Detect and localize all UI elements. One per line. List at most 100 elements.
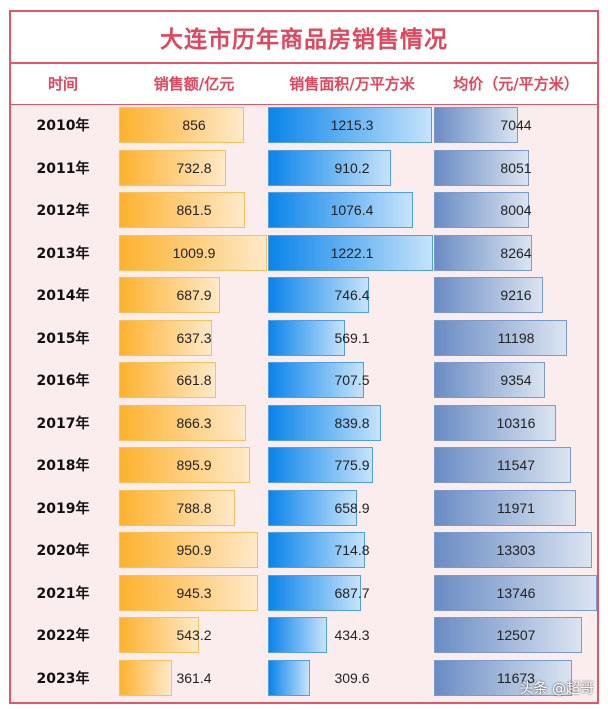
area-value: 1222.1 [330, 244, 374, 261]
price-value: 7044 [500, 117, 532, 133]
price-bar [434, 319, 567, 356]
sales-value: 861.5 [176, 202, 212, 218]
price-value: 11673 [497, 669, 535, 686]
year-label: 2023年 [36, 670, 90, 687]
year-label: 2015年 [36, 330, 90, 347]
table-row: 2010年 856 1215.3 7044 [11, 107, 597, 149]
price-value: 11547 [497, 457, 535, 473]
sales-bar [119, 319, 213, 356]
area-bar [268, 362, 364, 398]
sales-value: 950.9 [176, 542, 212, 558]
header-price: 均价（元/平方米） [453, 75, 579, 93]
table-row: 2017年 866.3 839.8 10316 [11, 404, 597, 447]
area-value: 1215.3 [330, 117, 374, 133]
price-value: 8051 [500, 159, 532, 176]
year-label: 2012年 [36, 203, 90, 219]
sales-value: 687.9 [176, 287, 212, 303]
area-bar [268, 574, 361, 611]
area-bar [268, 319, 345, 356]
sales-bar [119, 617, 199, 653]
sales-value: 856 [182, 117, 206, 133]
header-row: 时间 销售额/亿元 销售面积/万平方米 均价（元/平方米） [11, 64, 597, 105]
price-value: 11198 [497, 329, 535, 346]
price-bar [434, 574, 597, 611]
price-bar [434, 149, 530, 186]
area-value: 658.9 [334, 499, 370, 516]
title-row: 大连市历年商品房销售情况 [11, 12, 597, 64]
price-value: 9354 [500, 372, 532, 388]
price-bar [434, 404, 557, 441]
area-bar [268, 532, 365, 568]
sales-bar [119, 362, 216, 398]
price-bar [434, 277, 544, 313]
chart-title: 大连市历年商品房销售情况 [160, 27, 448, 53]
area-bar [268, 447, 373, 483]
price-bar [434, 192, 529, 228]
sales-bar [119, 404, 246, 441]
price-value: 13746 [496, 584, 536, 601]
area-value: 1076.4 [330, 202, 374, 218]
area-value: 775.9 [334, 457, 370, 473]
sales-bar [119, 149, 227, 186]
area-bar [268, 107, 433, 143]
price-bar [434, 617, 583, 653]
table-row: 2023年 361.4 309.6 11673 [11, 659, 597, 702]
price-bar [434, 107, 518, 143]
area-value: 910.2 [334, 159, 370, 176]
price-bar [434, 362, 545, 398]
area-value: 707.5 [334, 372, 370, 388]
sales-value: 543.2 [176, 627, 212, 643]
table-row: 2011年 732.8 910.2 8051 [11, 149, 597, 192]
year-label: 2016年 [36, 373, 90, 389]
year-label: 2018年 [36, 458, 90, 474]
year-label: 2019年 [36, 500, 90, 517]
price-value: 8004 [500, 202, 532, 218]
price-bar [434, 659, 573, 696]
area-bar [268, 149, 391, 186]
area-bar [268, 277, 369, 313]
sales-value: 732.8 [176, 159, 212, 176]
sales-bar [119, 107, 245, 143]
price-value: 11971 [497, 499, 535, 516]
table-row: 2022年 543.2 434.3 12507 [11, 617, 597, 659]
area-value: 309.6 [334, 669, 370, 686]
sales-value: 895.9 [176, 457, 212, 473]
sales-bar [119, 234, 267, 271]
header-year: 时间 [47, 75, 78, 93]
area-bar [268, 489, 357, 526]
sales-bar [119, 192, 246, 228]
year-label: 2017年 [36, 415, 90, 432]
table-row: 2016年 661.8 707.5 9354 [11, 362, 597, 404]
table-row: 2018年 895.9 775.9 11547 [11, 447, 597, 489]
header-sales: 销售额/亿元 [153, 75, 235, 93]
sales-value: 866.3 [176, 414, 212, 431]
table-row: 2013年 1009.9 1222.1 8264 [11, 234, 597, 277]
area-value: 839.8 [334, 414, 370, 431]
price-value: 9216 [500, 287, 532, 303]
sales-bar [119, 659, 172, 696]
table-frame: 大连市历年商品房销售情况 时间 销售额/亿元 销售面积/万平方米 均价（元/平方… [9, 10, 599, 704]
year-label: 2020年 [36, 543, 90, 559]
sales-bar [119, 447, 251, 483]
price-value: 13303 [496, 542, 536, 558]
sales-value: 637.3 [176, 329, 212, 346]
year-label: 2021年 [36, 585, 90, 602]
area-bar [268, 192, 414, 228]
year-label: 2013年 [36, 245, 90, 262]
year-label: 2022年 [36, 628, 90, 644]
sales-bar [119, 532, 259, 568]
sales-value: 661.8 [176, 372, 212, 388]
table-row: 2021年 945.3 687.7 13746 [11, 574, 597, 617]
price-bar [434, 234, 532, 271]
area-value: 569.1 [334, 329, 370, 346]
price-value: 12507 [496, 627, 536, 643]
year-label: 2010年 [36, 118, 90, 134]
sales-value: 1009.9 [172, 244, 216, 261]
header-area: 销售面积/万平方米 [289, 75, 415, 93]
area-value: 714.8 [334, 542, 370, 558]
sales-value: 361.4 [176, 669, 212, 686]
price-value: 8264 [500, 244, 532, 261]
table-row: 2014年 687.9 746.4 9216 [11, 277, 597, 319]
table-row: 2019年 788.8 658.9 11971 [11, 489, 597, 532]
year-label: 2011年 [36, 160, 90, 177]
